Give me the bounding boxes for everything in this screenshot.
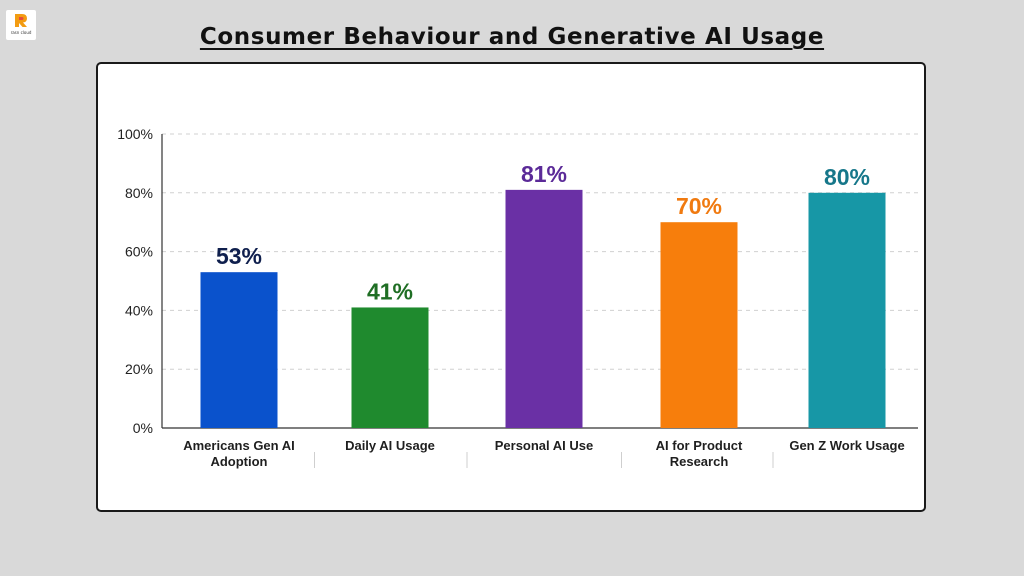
y-tick-label: 100% <box>117 126 153 142</box>
bar <box>200 272 278 428</box>
brand-logo: rasn cloud <box>6 10 36 40</box>
data-label: 53% <box>216 243 262 269</box>
data-label: 70% <box>676 193 722 219</box>
y-tick-label: 40% <box>125 302 153 318</box>
data-label: 41% <box>367 278 413 304</box>
bar <box>505 189 583 428</box>
x-tick-label: Gen Z Work Usage <box>789 438 904 453</box>
chart-frame: 0% 20% 40% 60% 80% 100% 53% Americans Gen AI Ado… <box>96 62 926 512</box>
bar <box>660 222 738 428</box>
data-label: 80% <box>824 164 870 190</box>
logo-mark-icon <box>15 14 27 27</box>
bar <box>808 192 886 428</box>
x-tick-label: Research <box>670 454 729 469</box>
bar-chart: 0% 20% 40% 60% 80% 100% 53% Americans Gen AIAdo… <box>117 126 918 469</box>
x-tick-label: Personal AI Use <box>495 438 594 453</box>
x-tick-label: Americans Gen AI <box>183 438 295 453</box>
bar <box>351 307 429 428</box>
y-tick-label: 80% <box>125 185 153 201</box>
x-tick-label: Daily AI Usage <box>345 438 435 453</box>
y-tick-label: 0% <box>133 420 153 436</box>
x-tick-label: Adoption <box>210 454 267 469</box>
y-tick-label: 60% <box>125 244 153 260</box>
page-title: Consumer Behaviour and Generative AI Usa… <box>199 24 825 50</box>
y-tick-label: 20% <box>125 361 153 377</box>
data-label: 81% <box>521 161 567 187</box>
logo-text: rasn cloud <box>10 30 32 35</box>
x-tick-label: AI for Product <box>656 438 743 453</box>
